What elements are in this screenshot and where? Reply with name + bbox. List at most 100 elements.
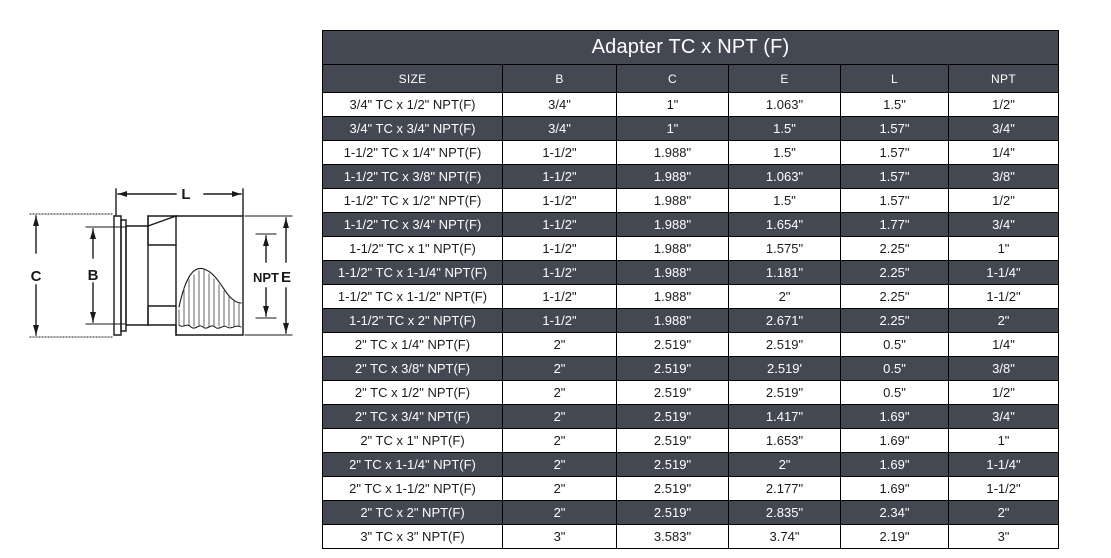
column-header-npt: NPT xyxy=(948,64,1059,93)
cell-e: 1.063" xyxy=(728,92,841,117)
cell-c: 2.519" xyxy=(616,452,729,477)
cell-c: 1.988" xyxy=(616,236,729,261)
technical-drawing-panel: L C B NPT E xyxy=(0,0,322,558)
cell-npt: 3/8" xyxy=(948,164,1059,189)
cell-l: 2.25" xyxy=(840,260,949,285)
cell-l: 2.25" xyxy=(840,284,949,309)
cell-l: 1.57" xyxy=(840,116,949,141)
cell-b: 1-1/2" xyxy=(502,260,617,285)
table-row: 1-1/2" TC x 3/8" NPT(F) 1-1/2" 1.988" 1.063… xyxy=(322,164,1059,189)
cell-size: 2" TC x 1" NPT(F) xyxy=(322,428,503,453)
cell-size: 2" TC x 1-1/4" NPT(F) xyxy=(322,452,503,477)
cell-npt: 1/4" xyxy=(948,140,1059,165)
cell-b: 1-1/2" xyxy=(502,188,617,213)
cell-e: 1.575" xyxy=(728,236,841,261)
cell-e: 2" xyxy=(728,452,841,477)
cell-size: 3/4" TC x 1/2" NPT(F) xyxy=(322,92,503,117)
cell-size: 2" TC x 2" NPT(F) xyxy=(322,500,503,525)
cell-size: 1-1/2" TC x 3/4" NPT(F) xyxy=(322,212,503,237)
cell-e: 1.653" xyxy=(728,428,841,453)
cell-npt: 1" xyxy=(948,428,1059,453)
cell-npt: 1-1/2" xyxy=(948,476,1059,501)
cell-npt: 1-1/4" xyxy=(948,452,1059,477)
table-title-row: Adapter TC x NPT (F) xyxy=(322,30,1059,65)
table-row: 3" TC x 3" NPT(F) 3" 3.583" 3.74" 2.19" 3" xyxy=(322,524,1059,549)
cell-e: 2.177" xyxy=(728,476,841,501)
cell-l: 1.57" xyxy=(840,140,949,165)
table-row: 1-1/2" TC x 1" NPT(F) 1-1/2" 1.988" 1.575" 2… xyxy=(322,236,1059,261)
spec-table-container: Adapter TC x NPT (F) SIZE B C E L NPT 3/4" TC… xyxy=(322,30,1059,549)
cell-size: 1-1/2" TC x 1/2" NPT(F) xyxy=(322,188,503,213)
table-header-row: SIZE B C E L NPT xyxy=(322,64,1059,93)
table-row: 2" TC x 1/4" NPT(F) 2" 2.519" 2.519" 0.5" 1/4… xyxy=(322,332,1059,357)
cell-c: 2.519" xyxy=(616,356,729,381)
cell-l: 2.25" xyxy=(840,236,949,261)
npt-thread-profile xyxy=(178,267,242,329)
cell-e: 2.519" xyxy=(728,380,841,405)
cell-b: 2" xyxy=(502,452,617,477)
table-row: 1-1/2" TC x 1-1/2" NPT(F) 1-1/2" 1.988" 2" 2… xyxy=(322,284,1059,309)
cell-b: 3" xyxy=(502,524,617,549)
cell-size: 1-1/2" TC x 3/8" NPT(F) xyxy=(322,164,503,189)
cell-b: 2" xyxy=(502,404,617,429)
cell-c: 2.519" xyxy=(616,428,729,453)
cell-b: 1-1/2" xyxy=(502,236,617,261)
cell-size: 3/4" TC x 3/4" NPT(F) xyxy=(322,116,503,141)
cell-l: 1.69" xyxy=(840,404,949,429)
cell-npt: 3/4" xyxy=(948,116,1059,141)
cell-l: 0.5" xyxy=(840,356,949,381)
cell-l: 1.57" xyxy=(840,188,949,213)
cell-l: 1.69" xyxy=(840,476,949,501)
adapter-body-outline xyxy=(113,215,244,336)
cell-size: 2" TC x 1-1/2" NPT(F) xyxy=(322,476,503,501)
dimension-C xyxy=(29,213,113,338)
cell-b: 1-1/2" xyxy=(502,212,617,237)
cell-e: 2.835" xyxy=(728,500,841,525)
table-row: 2" TC x 2" NPT(F) 2" 2.519" 2.835" 2.34" 2" xyxy=(322,500,1059,525)
cell-c: 1.988" xyxy=(616,284,729,309)
cell-c: 1.988" xyxy=(616,164,729,189)
cell-size: 1-1/2" TC x 1" NPT(F) xyxy=(322,236,503,261)
cell-npt: 1/2" xyxy=(948,92,1059,117)
cell-npt: 1" xyxy=(948,236,1059,261)
cell-c: 1.988" xyxy=(616,212,729,237)
cell-c: 2.519" xyxy=(616,500,729,525)
cell-l: 2.19" xyxy=(840,524,949,549)
table-row: 2" TC x 3/4" NPT(F) 2" 2.519" 1.417" 1.69" 3/… xyxy=(322,404,1059,429)
cell-b: 3/4" xyxy=(502,92,617,117)
cell-size: 2" TC x 3/4" NPT(F) xyxy=(322,404,503,429)
cell-b: 2" xyxy=(502,500,617,525)
column-header-size: SIZE xyxy=(322,64,503,93)
cell-e: 3.74" xyxy=(728,524,841,549)
cell-l: 2.34" xyxy=(840,500,949,525)
cell-npt: 2" xyxy=(948,500,1059,525)
cell-e: 1.063" xyxy=(728,164,841,189)
table-body: 3/4" TC x 1/2" NPT(F) 3/4" 1" 1.063" 1.5" 1/2… xyxy=(322,92,1059,549)
cell-c: 2.519" xyxy=(616,476,729,501)
table-row: 1-1/2" TC x 2" NPT(F) 1-1/2" 1.988" 2.671" 2… xyxy=(322,308,1059,333)
adapter-cross-section-drawing: L C B NPT E xyxy=(29,186,293,338)
cell-npt: 3/4" xyxy=(948,212,1059,237)
cell-e: 1.654" xyxy=(728,212,841,237)
table-row: 2" TC x 3/8" NPT(F) 2" 2.519" 2.519' 0.5" 3/8… xyxy=(322,356,1059,381)
cell-e: 2" xyxy=(728,284,841,309)
cell-e: 2.519" xyxy=(728,332,841,357)
cell-size: 3" TC x 3" NPT(F) xyxy=(322,524,503,549)
cell-c: 2.519" xyxy=(616,380,729,405)
table-row: 1-1/2" TC x 1/4" NPT(F) 1-1/2" 1.988" 1.5" 1… xyxy=(322,140,1059,165)
table-title: Adapter TC x NPT (F) xyxy=(322,30,1059,65)
cell-size: 1-1/2" TC x 1-1/2" NPT(F) xyxy=(322,284,503,309)
cell-c: 1.988" xyxy=(616,140,729,165)
cell-b: 3/4" xyxy=(502,116,617,141)
cell-e: 2.519' xyxy=(728,356,841,381)
cell-b: 1-1/2" xyxy=(502,140,617,165)
cell-npt: 1/4" xyxy=(948,332,1059,357)
cell-b: 1-1/2" xyxy=(502,164,617,189)
cell-l: 0.5" xyxy=(840,332,949,357)
cell-npt: 3" xyxy=(948,524,1059,549)
cell-e: 1.5" xyxy=(728,188,841,213)
cell-npt: 2" xyxy=(948,308,1059,333)
column-header-l: L xyxy=(840,64,949,93)
cell-e: 1.5" xyxy=(728,140,841,165)
dimension-label-E: E xyxy=(281,269,291,286)
